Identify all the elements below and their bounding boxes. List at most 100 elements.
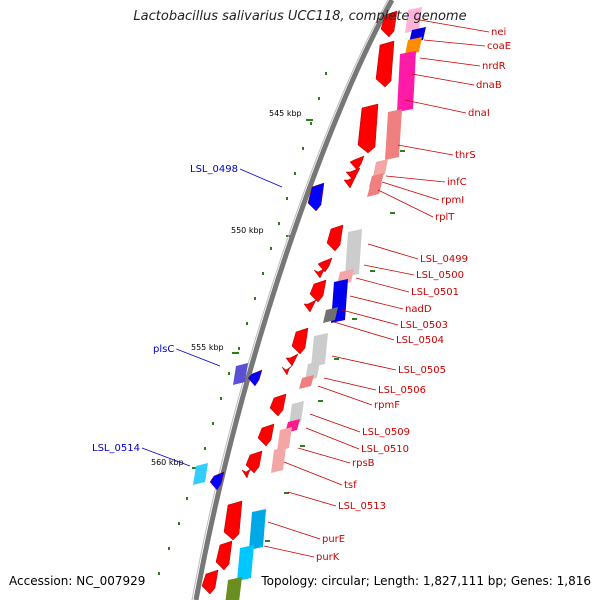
forward-gene-arrow bbox=[326, 224, 344, 252]
tick-dot bbox=[228, 372, 230, 375]
leader-lsl-0504 bbox=[333, 321, 395, 341]
gene-label-coae[interactable]: coaE bbox=[487, 41, 511, 52]
leader-rpsb bbox=[297, 447, 351, 464]
gene-label-lsl-0504[interactable]: LSL_0504 bbox=[396, 335, 444, 346]
feature-box bbox=[249, 509, 266, 550]
gene-label-tsf[interactable]: tsf bbox=[344, 480, 357, 491]
forward-gene-arrow bbox=[343, 175, 357, 189]
forward-gene-arrow bbox=[349, 155, 365, 171]
tick-dash bbox=[284, 492, 289, 494]
tick-dot bbox=[310, 122, 312, 125]
gene-label-lsl-0500[interactable]: LSL_0500 bbox=[416, 270, 464, 281]
gene-label-rpmf[interactable]: rpmF bbox=[374, 400, 400, 411]
gene-label-infc[interactable]: infC bbox=[447, 177, 467, 188]
gene-label-lsl-0514[interactable]: LSL_0514 bbox=[92, 443, 140, 454]
gene-label-lsl-0510[interactable]: LSL_0510 bbox=[361, 444, 409, 455]
leader-dnab bbox=[411, 73, 475, 86]
forward-gene-arrow bbox=[309, 279, 327, 303]
leader-pure bbox=[267, 521, 321, 540]
leader-lsl-0499 bbox=[367, 243, 419, 260]
feature-box bbox=[385, 109, 402, 160]
gene-label-nadd[interactable]: nadD bbox=[405, 304, 432, 315]
gene-label-pure[interactable]: purE bbox=[322, 534, 345, 545]
leader-coae bbox=[423, 39, 486, 47]
leader-nrdr bbox=[419, 57, 481, 67]
feature-box bbox=[237, 545, 254, 581]
tick-dash bbox=[265, 540, 270, 542]
leader-plsc bbox=[176, 348, 221, 367]
feature-box bbox=[289, 401, 304, 425]
gene-label-lsl-0499[interactable]: LSL_0499 bbox=[420, 254, 468, 265]
gene-label-thrs[interactable]: thrS bbox=[455, 150, 476, 161]
gene-label-rplt[interactable]: rplT bbox=[435, 212, 455, 223]
scale-tick bbox=[306, 119, 313, 121]
leader-lsl-0503 bbox=[341, 309, 399, 326]
forward-gene-arrow bbox=[245, 450, 263, 474]
gene-label-plsc[interactable]: plsC bbox=[153, 344, 174, 355]
feature-tracks bbox=[193, 7, 426, 600]
feature-box bbox=[345, 229, 362, 277]
leader-rpmf bbox=[317, 385, 373, 406]
reverse-gene-arrow-lsl-0514 bbox=[209, 471, 225, 491]
feature-box bbox=[299, 375, 314, 389]
forward-gene-arrow bbox=[303, 299, 317, 313]
gene-label-lsl-0513[interactable]: LSL_0513 bbox=[338, 501, 386, 512]
feature-box bbox=[271, 447, 286, 473]
tick-dash bbox=[334, 358, 339, 360]
tick-dot bbox=[278, 222, 280, 225]
tick-dot bbox=[270, 247, 272, 250]
reverse-gene-arrow-lsl-0498 bbox=[307, 182, 325, 212]
scale-label-545-kbp: 545 kbp bbox=[269, 109, 302, 118]
leader-thrs bbox=[397, 144, 454, 156]
feature-box bbox=[225, 577, 242, 600]
gene-label-lsl-0505[interactable]: LSL_0505 bbox=[398, 365, 446, 376]
gene-label-nrdr[interactable]: nrdR bbox=[482, 61, 506, 72]
leader-dnai bbox=[404, 99, 467, 114]
tick-dot bbox=[246, 322, 248, 325]
gene-label-purk[interactable]: purK bbox=[316, 552, 340, 563]
forward-gene-arrow bbox=[313, 267, 327, 279]
tick-dot bbox=[286, 197, 288, 200]
tick-dash bbox=[390, 212, 395, 214]
scale-label-555-kbp: 555 kbp bbox=[191, 343, 224, 352]
tick-dot bbox=[168, 547, 170, 550]
feature-box bbox=[323, 307, 338, 323]
tick-dash bbox=[370, 270, 375, 272]
tick-dot bbox=[262, 272, 264, 275]
leader-lsl-0513 bbox=[287, 491, 337, 507]
accession-text: Accession: NC_007929 bbox=[9, 574, 146, 588]
gene-label-nei[interactable]: nei bbox=[491, 27, 506, 38]
gene-label-lsl-0509[interactable]: LSL_0509 bbox=[362, 427, 410, 438]
leader-rpmi bbox=[381, 181, 440, 201]
forward-gene-arrow bbox=[317, 257, 333, 273]
gene-label-dnab[interactable]: dnaB bbox=[476, 80, 502, 91]
scale-tick bbox=[232, 352, 239, 354]
gene-label-rpmi[interactable]: rpmI bbox=[441, 195, 464, 206]
genome-backbone bbox=[191, 0, 395, 600]
scale-label-550-kbp: 550 kbp bbox=[231, 226, 264, 235]
tick-dot bbox=[238, 347, 240, 350]
scale-tick bbox=[286, 235, 293, 237]
leader-lsl-0509 bbox=[309, 413, 361, 433]
scale-label-560-kbp: 560 kbp bbox=[151, 458, 184, 467]
forward-gene-arrow bbox=[380, 10, 398, 38]
tick-dot bbox=[204, 447, 206, 450]
feature-box bbox=[367, 183, 382, 197]
gene-label-lsl-0501[interactable]: LSL_0501 bbox=[411, 287, 459, 298]
gene-label-lsl-0498[interactable]: LSL_0498 bbox=[190, 164, 238, 175]
leader-lsl-0510 bbox=[305, 427, 360, 450]
feature-box bbox=[305, 361, 320, 381]
leader-lsl-0501 bbox=[355, 277, 410, 293]
tick-dot bbox=[318, 97, 320, 100]
label-leader-lines bbox=[141, 19, 490, 558]
forward-gene-arrow bbox=[269, 393, 287, 417]
reverse-feature-plsc bbox=[233, 363, 248, 385]
gene-label-dnai[interactable]: dnaI bbox=[468, 108, 490, 119]
gene-label-lsl-0506[interactable]: LSL_0506 bbox=[378, 385, 426, 396]
gene-label-lsl-0503[interactable]: LSL_0503 bbox=[400, 320, 448, 331]
gene-labels: nei coaE nrdR dnaB dnaI thrS infC rpmI rplT LSL_0… bbox=[92, 27, 511, 563]
leader-purk bbox=[263, 545, 315, 558]
gene-label-rpsb[interactable]: rpsB bbox=[352, 458, 375, 469]
forward-gene-arrow bbox=[291, 327, 309, 355]
